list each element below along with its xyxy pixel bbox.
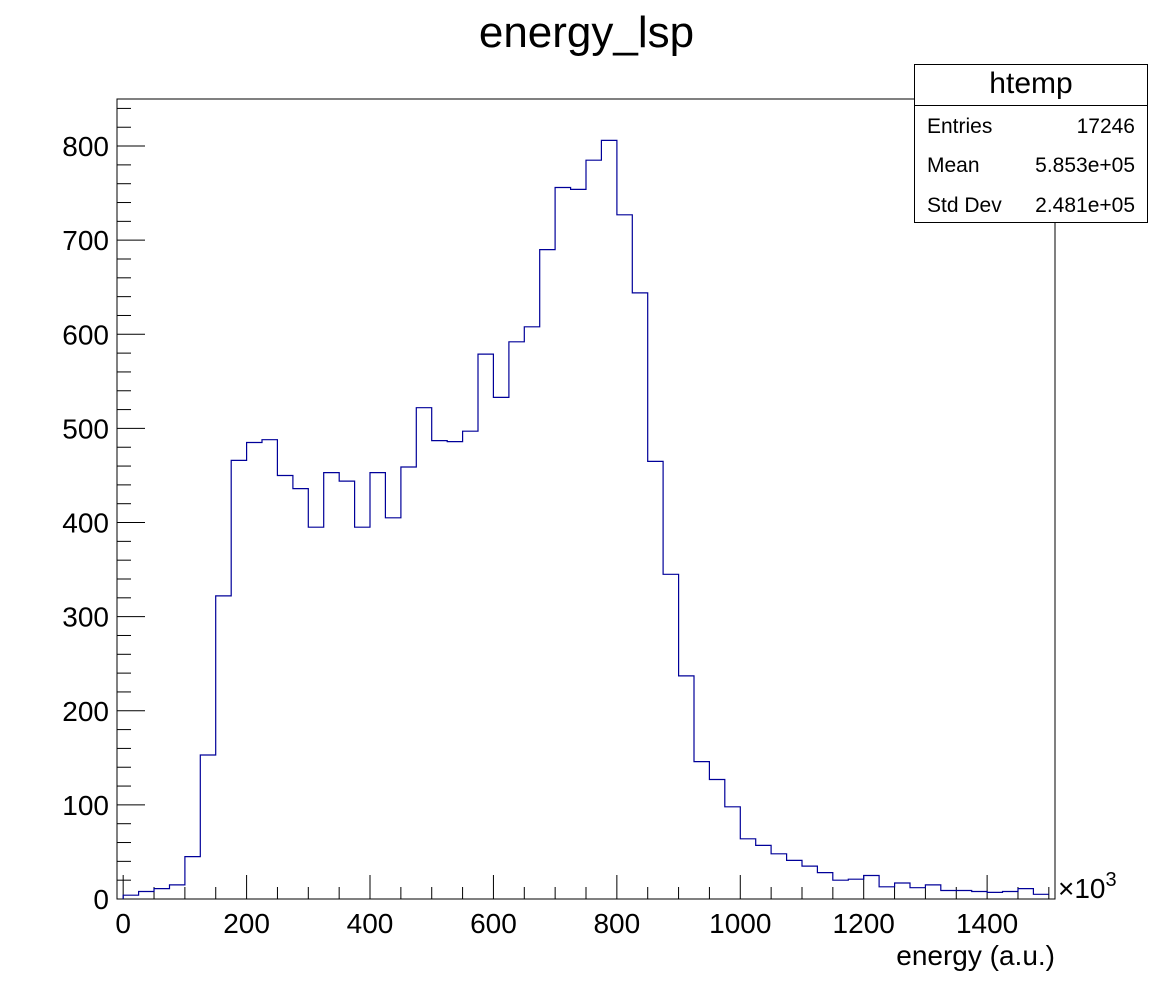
y-tick-label: 600 <box>62 319 109 350</box>
x-axis-label: energy (a.u.) <box>896 940 1055 971</box>
x-tick-label: 400 <box>347 908 394 939</box>
x-axis-multiplier: ×103 <box>1058 869 1117 904</box>
y-tick-label: 800 <box>62 131 109 162</box>
stats-row-entries: Entries 17246 <box>927 107 1135 147</box>
stats-value: 17246 <box>1076 115 1135 138</box>
chart-title: energy_lsp <box>478 8 695 57</box>
axis-tick-labels: 0 100 200 300 400 500 600 700 800 0 200 400 600 800 10… <box>62 131 1018 939</box>
stats-value: 2.481e+05 <box>1035 194 1135 217</box>
x-tick-label: 0 <box>115 908 131 939</box>
x-tick-label: 1400 <box>956 908 1018 939</box>
stats-key: Entries <box>927 115 993 138</box>
y-tick-label: 500 <box>62 413 109 444</box>
stats-key: Std Dev <box>927 194 1002 217</box>
y-tick-label: 0 <box>93 884 109 915</box>
stats-value: 5.853e+05 <box>1035 154 1135 177</box>
y-tick-label: 300 <box>62 602 109 633</box>
x-multiplier-base: ×10 <box>1058 873 1106 904</box>
x-multiplier-exponent: 3 <box>1106 869 1117 891</box>
x-tick-label: 800 <box>593 908 640 939</box>
axis-ticks <box>117 107 1050 900</box>
x-tick-label: 200 <box>223 908 270 939</box>
x-tick-label: 600 <box>470 908 517 939</box>
x-tick-label: 1000 <box>709 908 771 939</box>
stats-row-mean: Mean 5.853e+05 <box>927 146 1135 186</box>
stats-box: htemp Entries 17246 Mean 5.853e+05 Std D… <box>914 64 1148 223</box>
x-tick-label: 1200 <box>833 908 895 939</box>
y-tick-label: 100 <box>62 790 109 821</box>
histogram-line <box>122 139 1049 899</box>
stats-key: Mean <box>927 154 980 177</box>
y-tick-label: 200 <box>62 696 109 727</box>
stats-row-stddev: Std Dev 2.481e+05 <box>927 186 1135 226</box>
y-tick-label: 700 <box>62 225 109 256</box>
stats-box-title: htemp <box>915 65 1147 106</box>
y-tick-label: 400 <box>62 508 109 539</box>
